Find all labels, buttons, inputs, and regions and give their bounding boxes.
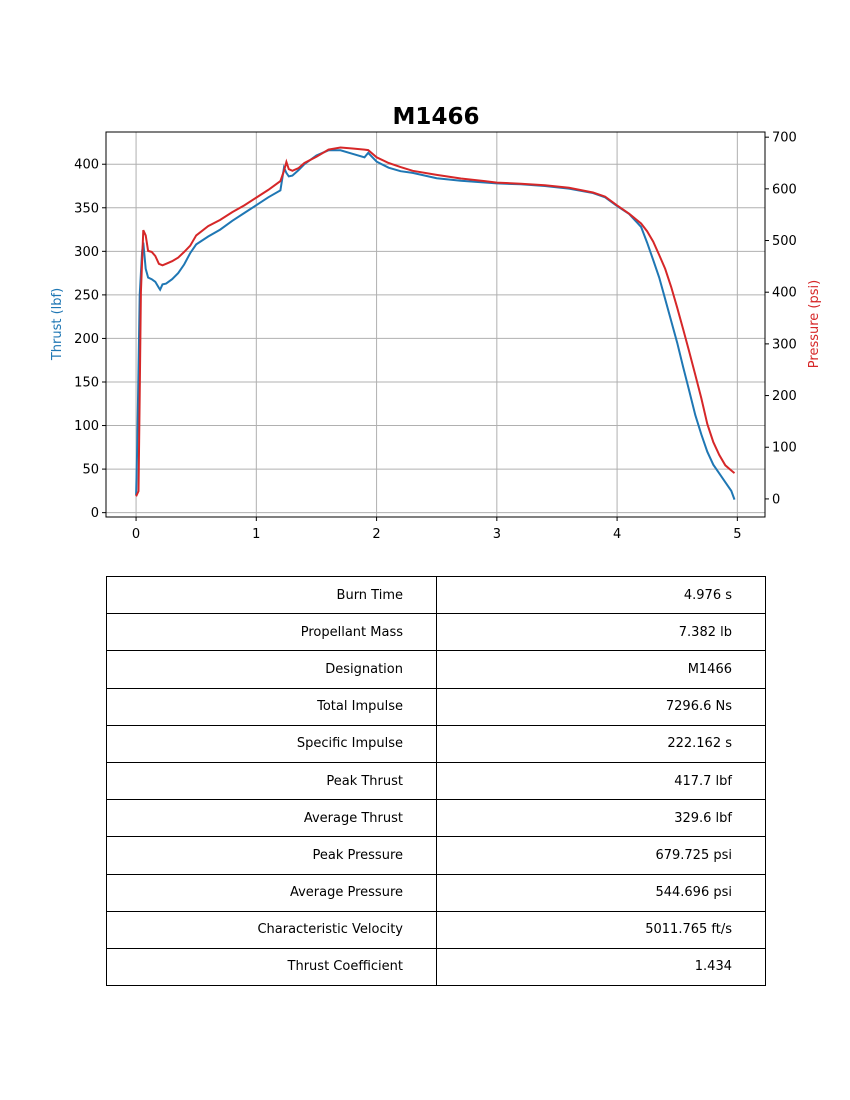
stat-label: Thrust Coefficient: [106, 947, 437, 987]
table-row: Total Impulse 7296.6 Ns: [106, 687, 766, 726]
x-tick-label: 5: [733, 527, 741, 542]
y-right-tick-label: 700: [772, 131, 797, 146]
stat-value: 417.7 lbf: [436, 761, 766, 801]
table-row: Thrust Coefficient 1.434: [106, 947, 766, 987]
grid: [106, 132, 765, 517]
x-tick-label: 0: [132, 527, 140, 542]
y-right-tick-label: 300: [772, 337, 797, 352]
stat-label: Peak Thrust: [106, 761, 437, 801]
stat-value: 222.162 s: [436, 724, 766, 763]
y-right-tick-label: 200: [772, 389, 797, 404]
y-left-tick-label: 400: [74, 158, 99, 173]
pressure-series-line: [135, 146, 736, 497]
y-left-tick-label: 150: [74, 375, 99, 390]
y-left-tick-label: 350: [74, 201, 99, 216]
x-tick-label: 1: [252, 527, 260, 542]
stat-label: Average Pressure: [106, 873, 437, 912]
motor-stats-table: Burn Time 4.976 s Propellant Mass 7.382 lb D…: [106, 575, 766, 987]
stat-label: Designation: [106, 650, 437, 689]
y-right-tick-label: 0: [772, 492, 780, 507]
y-left-tick-label: 0: [91, 506, 99, 521]
table-row: Peak Pressure 679.725 psi: [106, 836, 766, 875]
table-row: Average Thrust 329.6 lbf: [106, 799, 766, 838]
y-left-tick-label: 100: [74, 419, 99, 434]
thrust-series-line: [135, 149, 736, 500]
y-right-tick-label: 600: [772, 182, 797, 197]
y-left-tick-label: 300: [74, 245, 99, 260]
x-tick-label: 3: [493, 527, 501, 542]
table-row: Peak Thrust 417.7 lbf: [106, 761, 766, 801]
y-right-tick-label: 400: [772, 286, 797, 301]
stat-label: Peak Pressure: [106, 836, 437, 875]
stat-label: Specific Impulse: [106, 724, 437, 763]
table-row: Characteristic Velocity 5011.765 ft/s: [106, 910, 766, 949]
y-axis-label-pressure: Pressure (psi): [807, 280, 822, 368]
y-left-tick-label: 50: [82, 463, 99, 478]
stat-value: 7.382 lb: [436, 613, 766, 652]
x-tick-label: 4: [613, 527, 621, 542]
chart-title: M1466: [393, 104, 480, 130]
x-tick-label: 2: [372, 527, 380, 542]
table-row: Specific Impulse 222.162 s: [106, 724, 766, 763]
stat-value: 544.696 psi: [436, 873, 766, 912]
stat-value: 1.434: [436, 947, 766, 987]
stat-value: 4.976 s: [436, 575, 766, 615]
stat-value: 329.6 lbf: [436, 799, 766, 838]
stat-label: Characteristic Velocity: [106, 910, 437, 949]
stat-value: 7296.6 Ns: [436, 687, 766, 726]
stat-label: Total Impulse: [106, 687, 437, 726]
y-left-tick-label: 250: [74, 288, 99, 303]
table-row: Designation M1466: [106, 650, 766, 689]
stat-label: Propellant Mass: [106, 613, 437, 652]
stat-value: M1466: [436, 650, 766, 689]
stat-label: Average Thrust: [106, 799, 437, 838]
stat-label: Burn Time: [106, 575, 437, 615]
y-right-tick-label: 100: [772, 441, 797, 456]
stat-value: 5011.765 ft/s: [436, 910, 766, 949]
plot-frame: [105, 131, 766, 518]
table-row: Propellant Mass 7.382 lb: [106, 613, 766, 652]
stat-value: 679.725 psi: [436, 836, 766, 875]
y-axis-label-thrust: Thrust (lbf): [50, 288, 65, 361]
y-right-tick-label: 500: [772, 234, 797, 249]
axes: 0 1 2 3 4 50501001502002503003504000100200300…: [74, 131, 797, 542]
y-left-tick-label: 200: [74, 332, 99, 347]
motor-thrust-pressure-chart: M1466 0 1 2 3 4 50501001502002503003504000100…: [50, 104, 822, 542]
table-row: Burn Time 4.976 s: [106, 575, 766, 615]
table-row: Average Pressure 544.696 psi: [106, 873, 766, 912]
